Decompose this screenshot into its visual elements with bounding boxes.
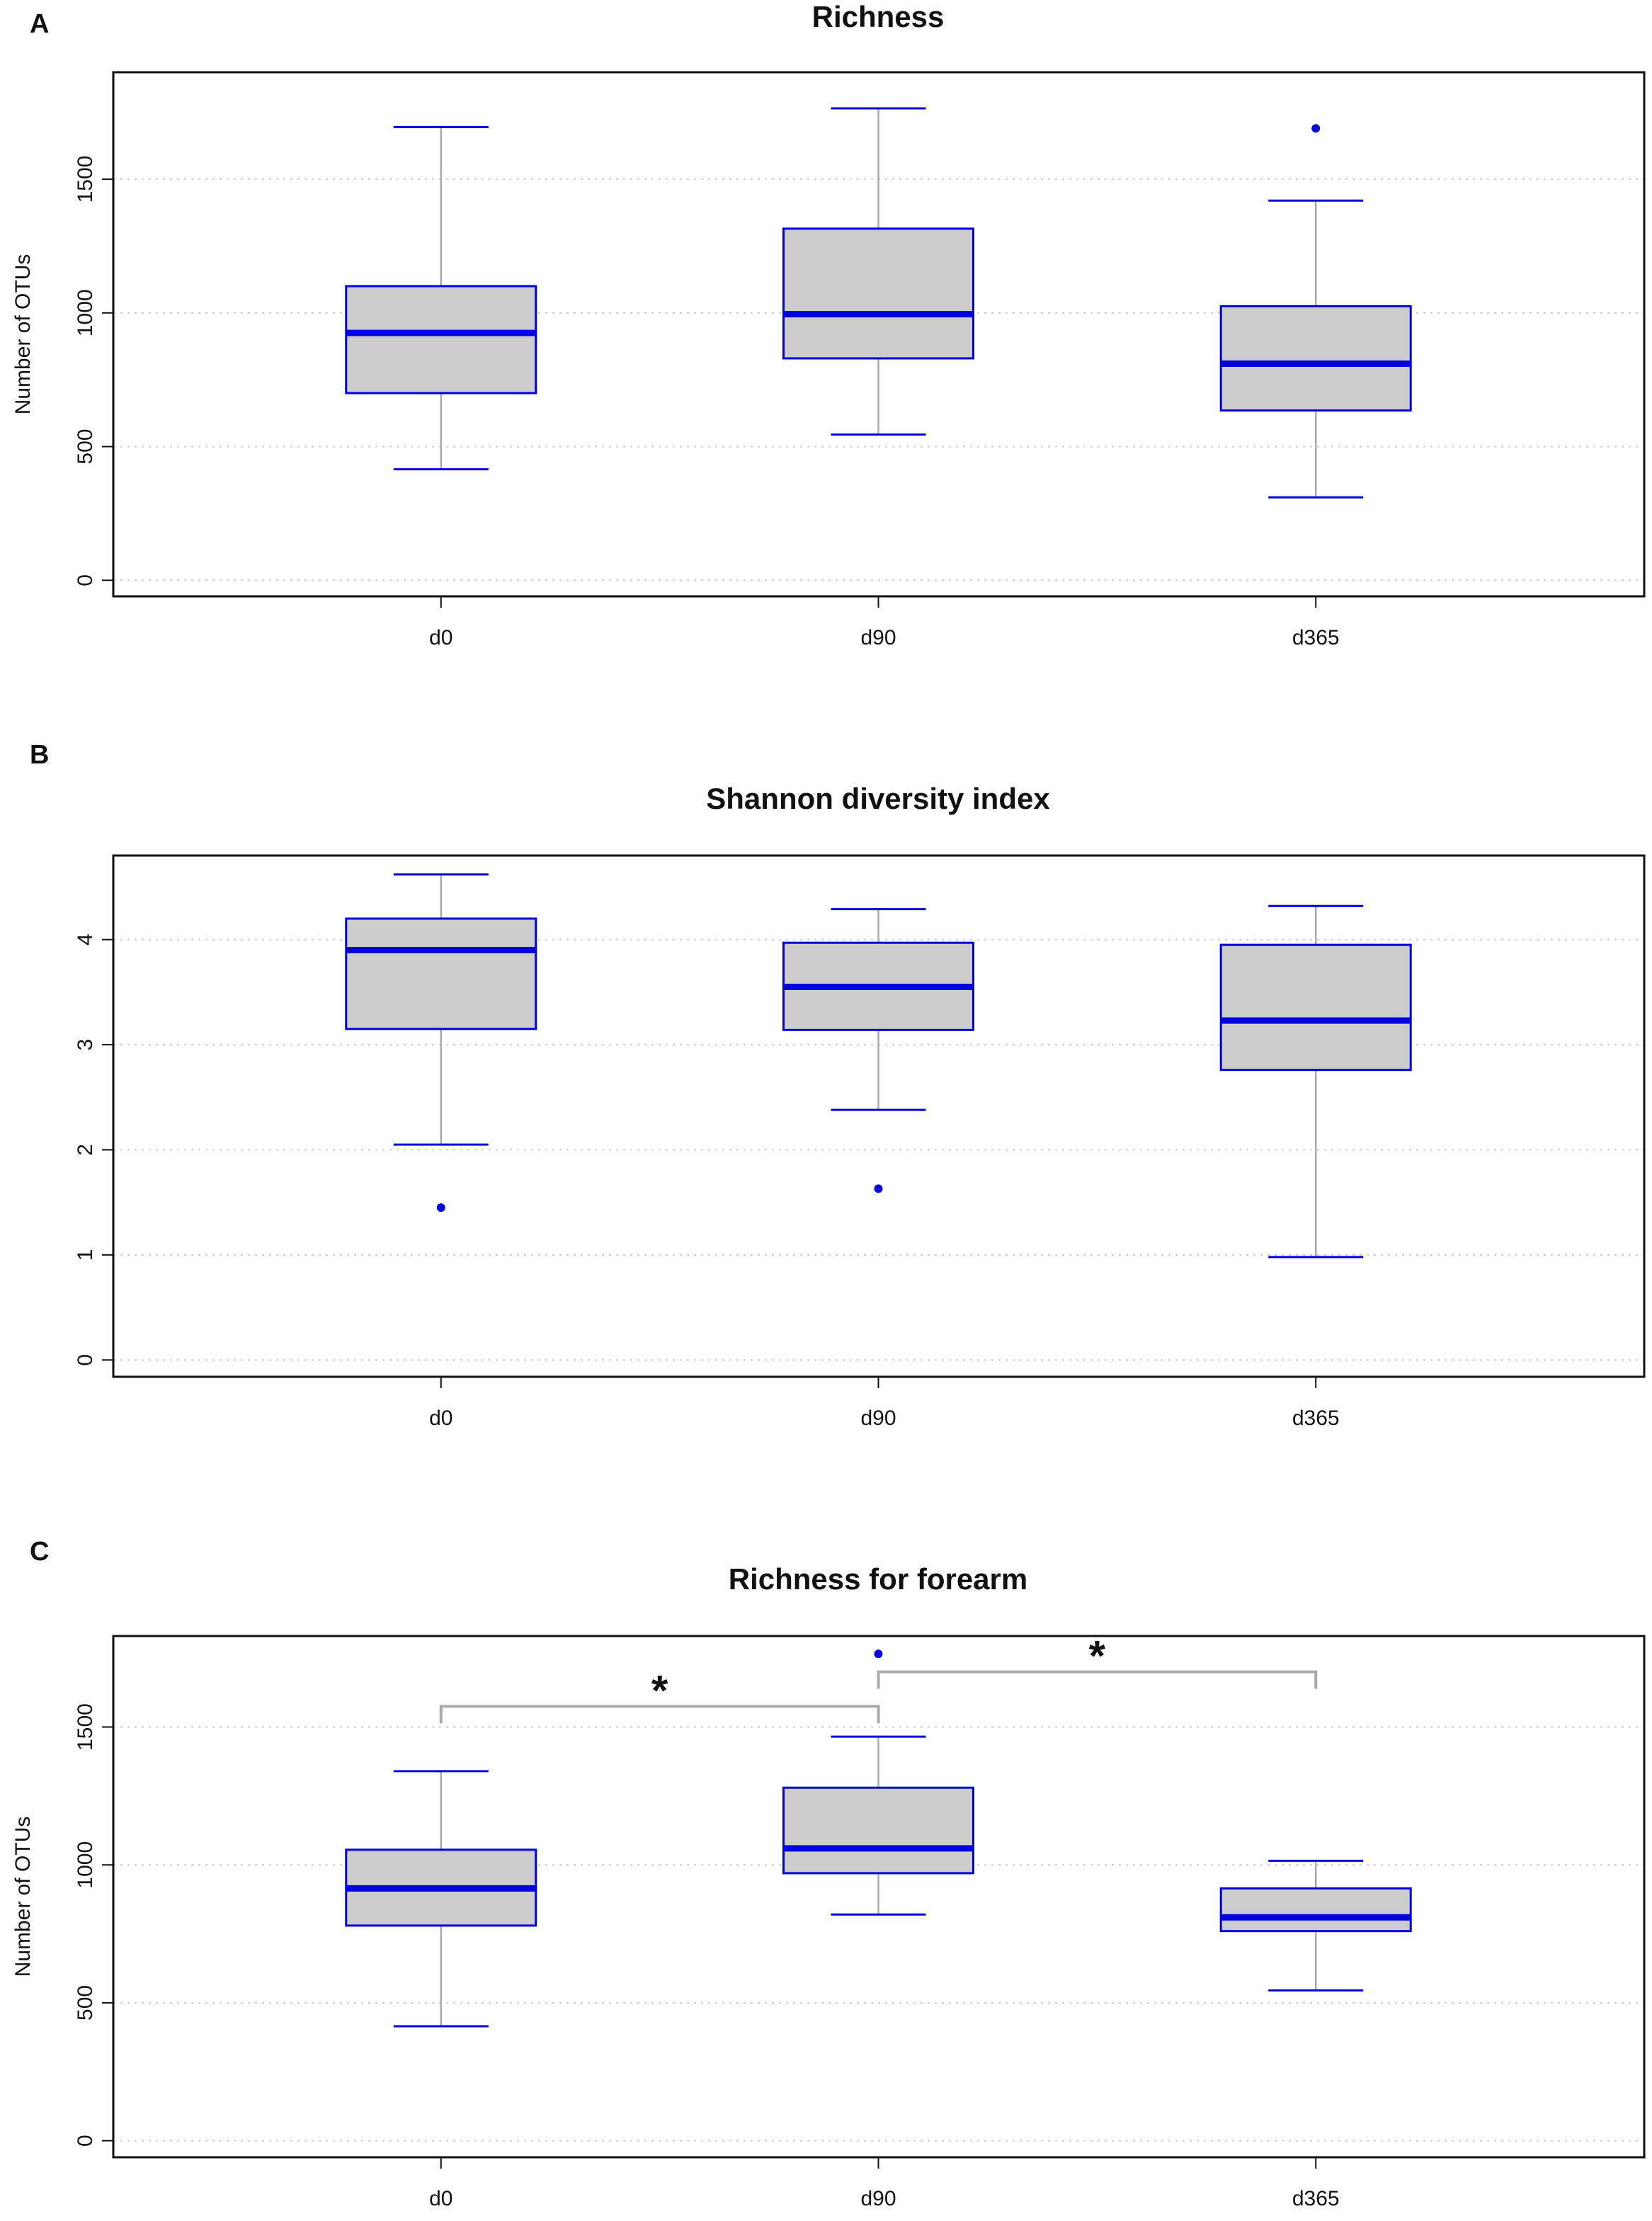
outlier-d90-0 [874,1649,883,1659]
box-iqr-d0 [345,917,537,1030]
y-tick-label-0: 0 [74,2135,97,2147]
box-iqr-d365 [1219,305,1412,412]
box-d90 [782,908,974,1193]
panel-letter-b: B [30,740,49,770]
y-tick-label-1500: 1500 [74,1703,97,1751]
x-tick-label-d365: d365 [1292,2187,1340,2210]
box-d0 [345,873,537,1212]
y-tick-label-500: 500 [74,429,97,465]
box-iqr-d365 [1219,1887,1412,1933]
outlier-d90-0 [874,1184,883,1193]
y-tick-label-1000: 1000 [74,1841,97,1889]
chart-title-shannon: Shannon diversity index [706,782,1050,815]
box-iqr-d365 [1219,943,1412,1072]
box-d365 [1219,904,1412,1259]
significance-star-1: * [1089,1632,1106,1680]
x-tick-label-d90: d90 [860,1407,896,1430]
x-tick-label-d365: d365 [1292,1407,1340,1430]
plot-richness: 0 500 1000 1500 Number of OTUs d0 d90 d365 [11,71,1646,649]
box-d0 [345,125,537,471]
box-d90 [782,107,974,436]
y-tick-label-0: 0 [74,1354,97,1366]
x-tick-label-d90: d90 [860,626,896,649]
y-axis-label: Number of OTUs [11,1817,35,1977]
significance-bracket-d90-d365: * [877,1632,1318,1689]
outlier-d0-0 [436,1203,445,1212]
panel-letter-c: C [30,1537,49,1567]
box-d90 [782,1649,974,1916]
box-d0 [345,1770,537,2028]
panel-a: A Richness 0 500 1000 1500 Number of OTUs d0 d… [11,0,1646,649]
x-tick-label-d90: d90 [860,2187,896,2210]
box-iqr-d90 [782,227,974,360]
x-tick-label-d365: d365 [1292,626,1340,649]
y-tick-label-500: 500 [74,1985,97,2021]
y-axis-label: Number of OTUs [11,254,35,415]
y-tick-label-4: 4 [74,933,97,945]
box-iqr-d90 [782,1786,974,1875]
bracket-line-0 [439,1705,880,1724]
panel-b: B Shannon diversity index 0 1 2 3 4 d0 d90 d365 [30,740,1646,1430]
y-tick-label-3: 3 [74,1039,97,1051]
y-tick-label-1: 1 [74,1249,97,1261]
y-tick-label-1000: 1000 [74,289,97,336]
box-iqr-d0 [345,285,537,394]
plot-shannon: 0 1 2 3 4 d0 d90 d365 [74,854,1646,1430]
y-tick-label-2: 2 [74,1144,97,1156]
chart-title-richness: Richness [812,0,945,33]
bracket-line-1 [877,1670,1318,1689]
y-tick-label-1500: 1500 [74,156,97,203]
box-d365 [1219,1859,1412,1992]
y-tick-label-0: 0 [74,574,97,586]
significance-bracket-d0-d90: * [439,1666,880,1724]
x-tick-label-d0: d0 [429,1407,452,1430]
x-tick-label-d0: d0 [429,2187,452,2210]
panel-letter-a: A [30,9,49,39]
outlier-d365-0 [1311,124,1321,133]
x-tick-label-d0: d0 [429,626,452,649]
chart-title-richness-forearm: Richness for forearm [729,1562,1027,1596]
box-d365 [1219,124,1412,499]
significance-star-0: * [651,1666,668,1714]
plot-richness-forearm: 0 500 1000 1500 Number of OTUs * * d0 d90 d365 [11,1632,1646,2210]
panel-c: C Richness for forearm 0 500 1000 1500 Numbe… [11,1537,1646,2210]
